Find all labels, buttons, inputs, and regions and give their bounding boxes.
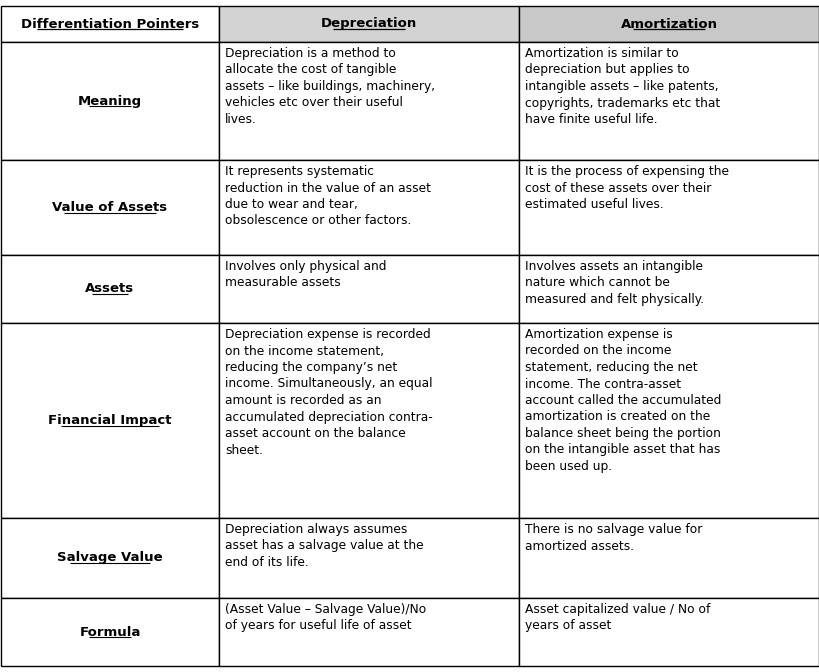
- Text: Meaning: Meaning: [78, 95, 142, 108]
- Text: It is the process of expensing the
cost of these assets over their
estimated use: It is the process of expensing the cost …: [524, 165, 728, 211]
- Bar: [1, 598, 219, 666]
- Bar: [1, 160, 219, 255]
- Text: Differentiation Pointers: Differentiation Pointers: [20, 17, 199, 30]
- Bar: [219, 518, 518, 598]
- Text: Salvage Value: Salvage Value: [57, 552, 163, 564]
- Text: Amortization expense is
recorded on the income
statement, reducing the net
incom: Amortization expense is recorded on the …: [524, 328, 721, 473]
- Bar: [1, 42, 219, 160]
- Text: Depreciation always assumes
asset has a salvage value at the
end of its life.: Depreciation always assumes asset has a …: [224, 523, 423, 569]
- Bar: [518, 255, 818, 323]
- Text: There is no salvage value for
amortized assets.: There is no salvage value for amortized …: [524, 523, 702, 552]
- Text: Depreciation expense is recorded
on the income statement,
reducing the company’s: Depreciation expense is recorded on the …: [224, 328, 432, 456]
- Text: Depreciation: Depreciation: [320, 17, 417, 30]
- Text: Amortization is similar to
depreciation but applies to
intangible assets – like : Amortization is similar to depreciation …: [524, 47, 719, 126]
- Bar: [1, 255, 219, 323]
- Bar: [1, 518, 219, 598]
- Bar: [518, 160, 818, 255]
- Bar: [518, 42, 818, 160]
- Bar: [518, 598, 818, 666]
- Text: Value of Assets: Value of Assets: [52, 201, 167, 214]
- Text: Involves only physical and
measurable assets: Involves only physical and measurable as…: [224, 260, 386, 290]
- Bar: [518, 323, 818, 518]
- Text: Formula: Formula: [79, 626, 141, 638]
- Text: Depreciation is a method to
allocate the cost of tangible
assets – like building: Depreciation is a method to allocate the…: [224, 47, 435, 126]
- Bar: [219, 598, 518, 666]
- Bar: [1, 323, 219, 518]
- Text: Financial Impact: Financial Impact: [48, 414, 171, 427]
- Bar: [219, 160, 518, 255]
- Text: (Asset Value – Salvage Value)/No
of years for useful life of asset: (Asset Value – Salvage Value)/No of year…: [224, 603, 426, 632]
- Bar: [518, 6, 818, 42]
- Bar: [518, 518, 818, 598]
- Text: Involves assets an intangible
nature which cannot be
measured and felt physicall: Involves assets an intangible nature whi…: [524, 260, 704, 306]
- Bar: [219, 42, 518, 160]
- Bar: [219, 323, 518, 518]
- Text: It represents systematic
reduction in the value of an asset
due to wear and tear: It represents systematic reduction in th…: [224, 165, 431, 228]
- Text: Asset capitalized value / No of
years of asset: Asset capitalized value / No of years of…: [524, 603, 709, 632]
- Bar: [219, 6, 518, 42]
- Text: Amortization: Amortization: [620, 17, 717, 30]
- Text: Assets: Assets: [85, 282, 134, 296]
- Bar: [219, 255, 518, 323]
- Bar: [1, 6, 219, 42]
